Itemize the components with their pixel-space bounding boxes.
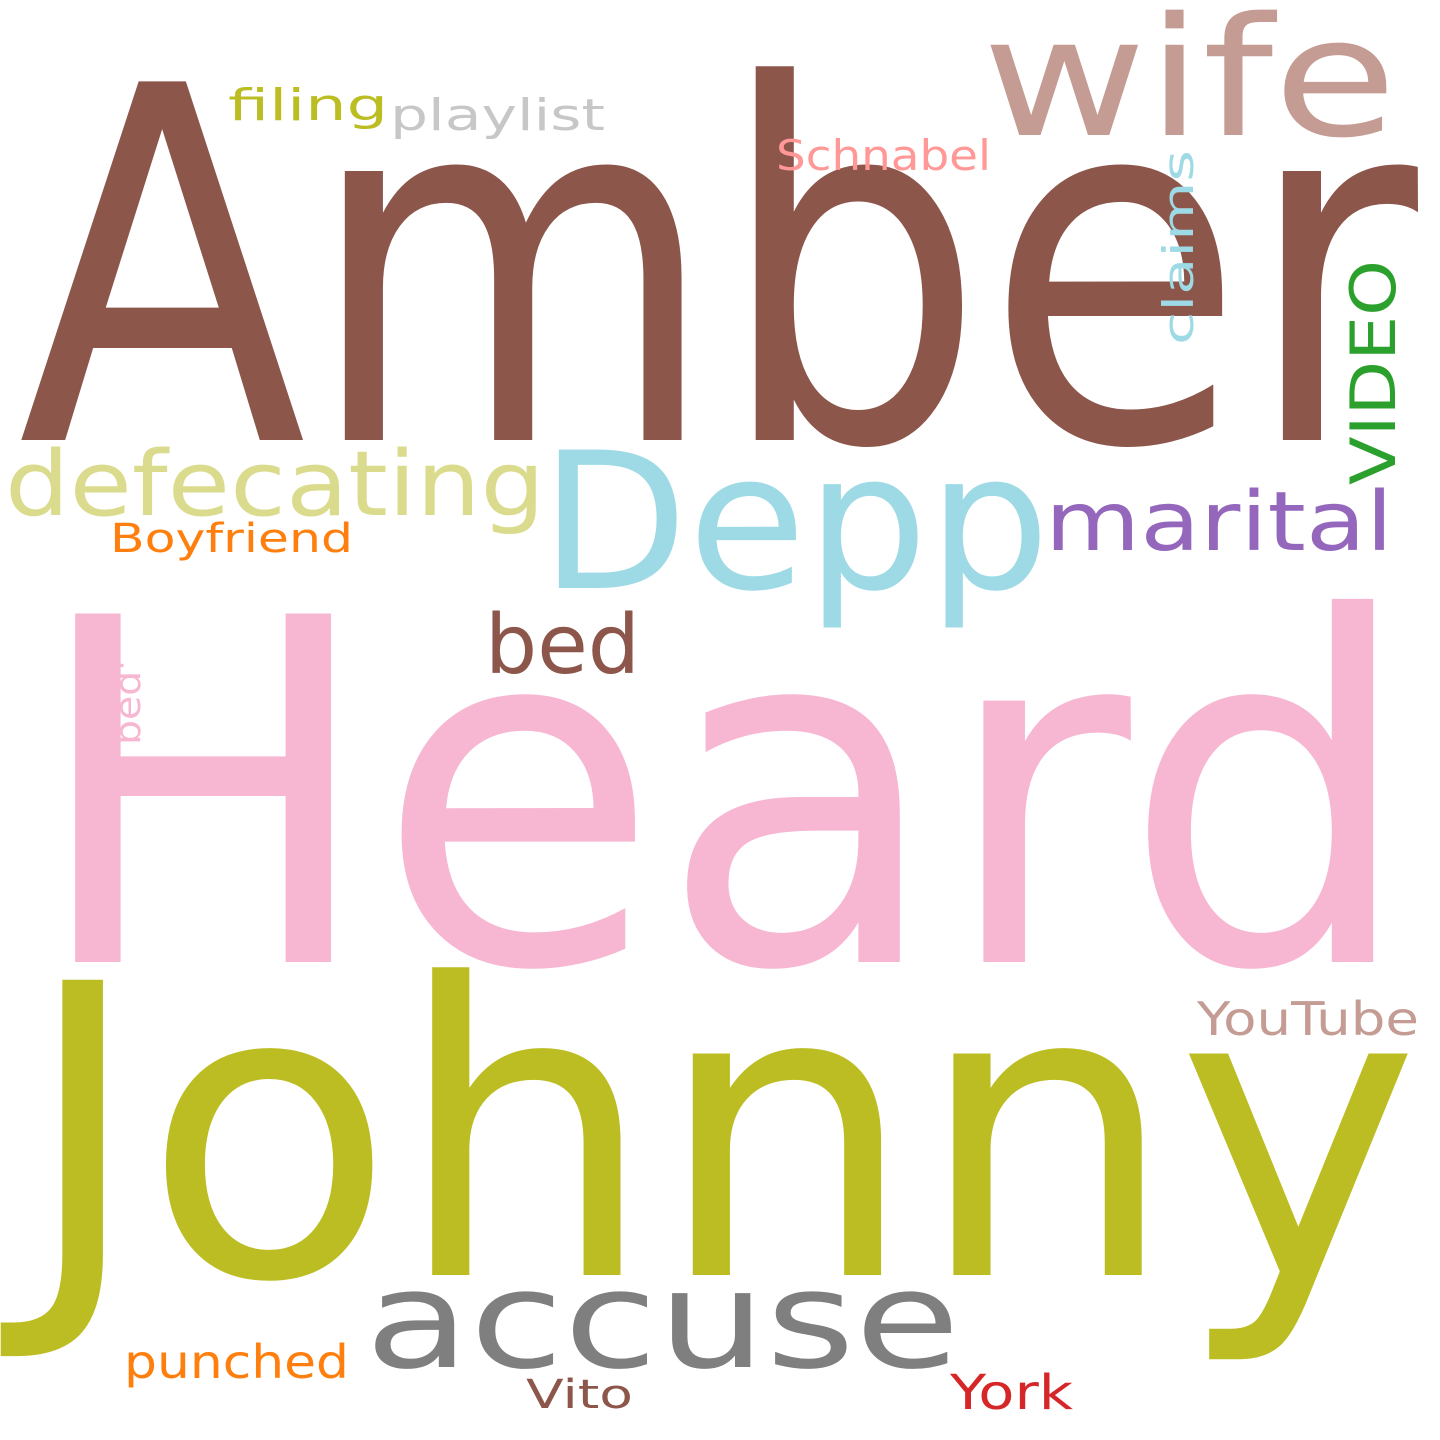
word-depp: Depp <box>540 412 1050 633</box>
word-video: VIDEO <box>1337 260 1410 485</box>
word-york: York <box>949 1365 1073 1421</box>
word-johnny: Johnny <box>0 899 1420 1371</box>
word-vito: Vito <box>526 1372 633 1418</box>
word-marital: marital <box>1045 475 1393 570</box>
word-bed-quote: bed' <box>108 660 149 745</box>
word-claims: claims <box>1154 150 1203 345</box>
word-defecating: defecating <box>5 432 545 537</box>
word-accuse: accuse <box>365 1242 960 1399</box>
word-youtube: YouTube <box>1196 992 1419 1046</box>
word-boyfriend: Boyfriend <box>110 516 353 562</box>
word-playlist: playlist <box>390 90 605 141</box>
word-heard: Heard <box>30 518 1415 1075</box>
word-amber: Amber <box>18 0 1423 557</box>
word-filing: filing <box>228 80 388 131</box>
word-wife: wife <box>982 0 1397 174</box>
word-schnabel: Schnabel <box>776 131 991 180</box>
word-punched: punched <box>124 1335 349 1389</box>
word-bed: bed <box>485 598 640 693</box>
